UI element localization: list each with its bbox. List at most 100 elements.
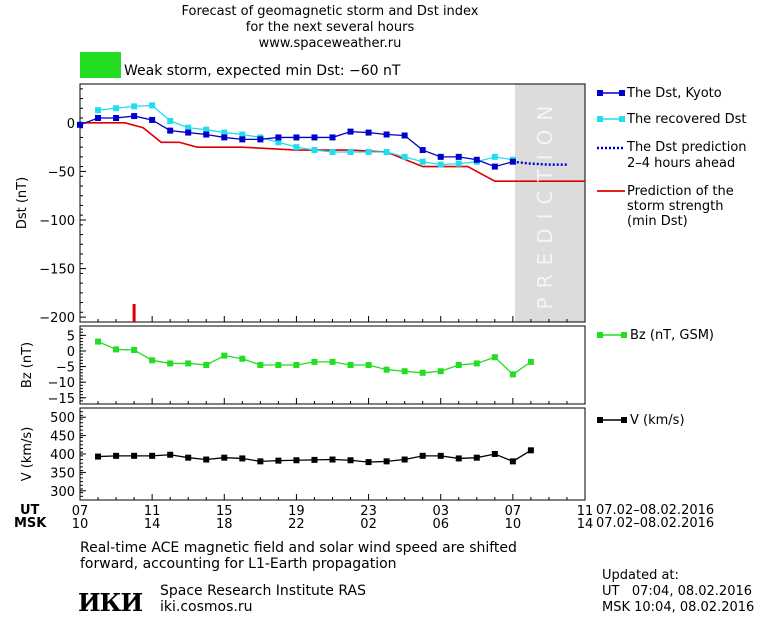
recovered-dst-point (329, 149, 336, 155)
y-tick-label: 300 (50, 485, 75, 500)
kyoto-dst-point (113, 115, 120, 121)
v-point (131, 452, 138, 459)
v-series-group (95, 447, 534, 466)
bz-point (131, 347, 138, 354)
date-range-msk: 07.02–08.02.2016 (596, 516, 715, 531)
prediction-word: PREDICTION (533, 97, 557, 310)
v-point (329, 456, 336, 463)
y-tick-label: 450 (50, 430, 75, 445)
y-tick-label: −15 (48, 392, 75, 407)
kyoto-dst-point (491, 163, 498, 170)
legend-recovered-label: The recovered Dst (627, 112, 747, 127)
ut-tick-label: 03 (432, 504, 449, 519)
kyoto-dst-point (401, 132, 408, 139)
dst-y-axis: 0 −50 −100 −150 −200 (39, 88, 586, 326)
kyoto-dst-point (473, 156, 480, 163)
recovered-dst-point (185, 124, 192, 131)
ut-tick-label: 15 (216, 504, 233, 519)
dst-series-group (77, 102, 585, 322)
recovered-dst-line (97, 104, 513, 166)
kyoto-dst-point (257, 136, 264, 143)
v-point (275, 457, 282, 464)
kyoto-dst-point (311, 134, 318, 141)
bz-point (491, 354, 498, 361)
y-tick-label: −10 (48, 376, 75, 391)
recovered-dst-point (455, 160, 462, 167)
v-point (239, 455, 246, 462)
bz-point (437, 368, 444, 375)
y-tick-label: −200 (39, 311, 75, 326)
y-tick-label: 500 (50, 411, 75, 426)
bz-point (401, 368, 408, 375)
y-tick-label: 400 (50, 448, 75, 463)
institute-link[interactable]: iki.cosmos.ru (160, 599, 253, 615)
v-point (401, 456, 408, 463)
legend-recovered-marker (597, 116, 603, 122)
v-point (437, 452, 444, 459)
v-y-axis: 500 450 400 350 300 (50, 411, 586, 500)
updated-label: Updated at: (602, 568, 679, 583)
msk-axis-label: MSK (14, 516, 47, 531)
x-tick-labels: 07 11 15 19 23 03 07 11 10 14 18 22 02 06 10 14 (72, 504, 594, 532)
bz-line (97, 341, 532, 376)
msk-tick-label: 14 (577, 517, 594, 532)
recovered-dst-point (149, 102, 156, 109)
kyoto-dst-point (383, 131, 390, 138)
footnote-line-1: Real-time ACE magnetic field and solar w… (80, 540, 517, 556)
msk-tick-label: 14 (144, 517, 161, 532)
bz-point (473, 360, 480, 367)
kyoto-dst-point (149, 116, 156, 123)
y-tick-label: −50 (48, 165, 75, 180)
iki-logo: ИКИ (78, 588, 143, 617)
recovered-dst-point (419, 158, 426, 165)
kyoto-dst-point (167, 127, 174, 134)
recovered-dst-point (95, 107, 102, 114)
bz-point (185, 360, 192, 367)
bz-point (365, 362, 372, 368)
v-point (311, 456, 318, 463)
website-link[interactable]: www.spaceweather.ru (258, 36, 402, 51)
legend-kyoto-label: The Dst, Kyoto (627, 86, 722, 101)
y-tick-label: 5 (67, 329, 75, 344)
recovered-dst-point (491, 153, 498, 160)
legend-prediction-label-1: The Dst prediction (627, 140, 747, 155)
bz-point (347, 362, 354, 368)
legend-strength-label-3: (min Dst) (627, 214, 688, 229)
ut-tick-label: 07 (72, 504, 89, 519)
kyoto-dst-point (437, 153, 444, 160)
v-point (365, 459, 372, 466)
recovered-dst-point (203, 126, 210, 133)
bz-point (329, 358, 336, 365)
v-point (221, 454, 228, 461)
bz-ylabel: Bz (nT) (20, 342, 35, 388)
v-point (185, 454, 192, 461)
dst-ylabel: Dst (nT) (15, 177, 30, 229)
bz-point (527, 358, 534, 365)
recovered-dst-point (131, 103, 138, 110)
ut-tick-label: 07 (505, 504, 522, 519)
y-tick-label: 0 (67, 117, 75, 132)
bz-series-group (95, 338, 534, 378)
msk-tick-label: 02 (360, 517, 377, 532)
storm-level-swatch (80, 52, 121, 78)
bz-plot-frame (79, 325, 586, 405)
ut-tick-label: 11 (577, 504, 594, 519)
ut-tick-label: 23 (360, 504, 377, 519)
v-panel: 500 450 400 350 300 V (km/s) (20, 407, 586, 501)
kyoto-dst-point (347, 128, 354, 135)
bz-point (419, 369, 426, 376)
msk-tick-label: 06 (432, 517, 449, 532)
kyoto-dst-point (221, 134, 228, 141)
bz-point (221, 352, 228, 359)
bz-point (203, 362, 210, 368)
dst-plot-frame (79, 83, 586, 323)
legend-prediction-label-2: 2–4 hours ahead (627, 156, 736, 171)
kyoto-dst-point (455, 153, 462, 160)
bz-point (455, 362, 462, 368)
recovered-dst-point (383, 149, 390, 155)
recovered-dst-point (275, 139, 282, 146)
kyoto-dst-point (365, 129, 372, 136)
bz-point (509, 371, 516, 378)
y-tick-label: −150 (39, 263, 75, 278)
